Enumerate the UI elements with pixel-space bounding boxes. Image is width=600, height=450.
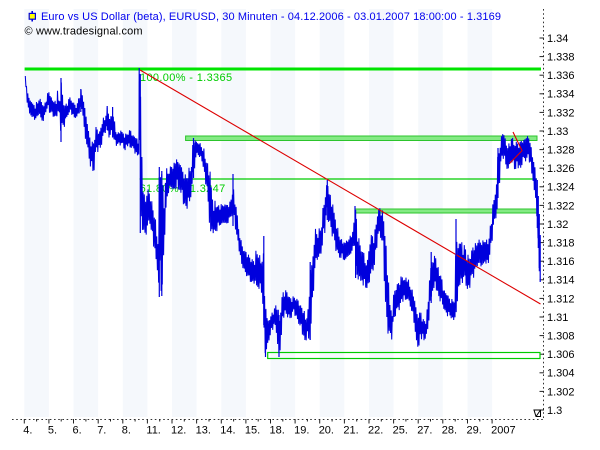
svg-text:6.: 6.: [73, 425, 82, 437]
svg-text:18.: 18.: [270, 425, 285, 437]
svg-text:1.332: 1.332: [547, 107, 575, 119]
svg-text:21.: 21.: [343, 425, 358, 437]
svg-text:1.3: 1.3: [547, 405, 562, 417]
svg-text:27.: 27.: [417, 425, 432, 437]
svg-text:100.00% - 1.3365: 100.00% - 1.3365: [140, 72, 232, 84]
svg-text:1.328: 1.328: [547, 145, 575, 157]
svg-text:1.34: 1.34: [547, 33, 568, 45]
svg-text:1.326: 1.326: [547, 163, 575, 175]
svg-text:14.: 14.: [220, 425, 235, 437]
svg-text:22.: 22.: [368, 425, 383, 437]
svg-text:1.302: 1.302: [547, 386, 575, 398]
svg-text:1.306: 1.306: [547, 349, 575, 361]
svg-text:7.: 7.: [97, 425, 106, 437]
svg-text:15.: 15.: [245, 425, 260, 437]
svg-text:4.: 4.: [23, 425, 32, 437]
svg-text:1.314: 1.314: [547, 275, 575, 287]
svg-text:1.336: 1.336: [547, 70, 575, 82]
svg-text:Euro vs US Dollar (beta), EURU: Euro vs US Dollar (beta), EURUSD, 30 Min…: [41, 11, 501, 23]
svg-text:28.: 28.: [442, 425, 457, 437]
svg-text:1.312: 1.312: [547, 293, 575, 305]
svg-text:5.: 5.: [48, 425, 57, 437]
svg-text:8.: 8.: [122, 425, 131, 437]
svg-text:2007: 2007: [491, 425, 515, 437]
svg-text:1.318: 1.318: [547, 238, 575, 250]
svg-text:1.308: 1.308: [547, 331, 575, 343]
svg-text:12.: 12.: [171, 425, 186, 437]
svg-text:1.338: 1.338: [547, 52, 575, 64]
svg-text:11.: 11.: [146, 425, 160, 437]
svg-text:1.33: 1.33: [547, 126, 568, 138]
svg-text:29.: 29.: [467, 425, 482, 437]
svg-text:© www.tradesignal.com: © www.tradesignal.com: [25, 25, 143, 37]
svg-text:19.: 19.: [294, 425, 309, 437]
svg-text:1.31: 1.31: [547, 312, 568, 324]
svg-text:1.334: 1.334: [547, 89, 575, 101]
svg-text:1.324: 1.324: [547, 182, 575, 194]
svg-text:1.304: 1.304: [547, 368, 575, 380]
svg-text:1.316: 1.316: [547, 256, 575, 268]
svg-text:1.322: 1.322: [547, 200, 575, 212]
svg-text:13.: 13.: [196, 425, 211, 437]
svg-text:25.: 25.: [393, 425, 408, 437]
svg-text:20.: 20.: [319, 425, 334, 437]
svg-text:1.32: 1.32: [547, 219, 568, 231]
